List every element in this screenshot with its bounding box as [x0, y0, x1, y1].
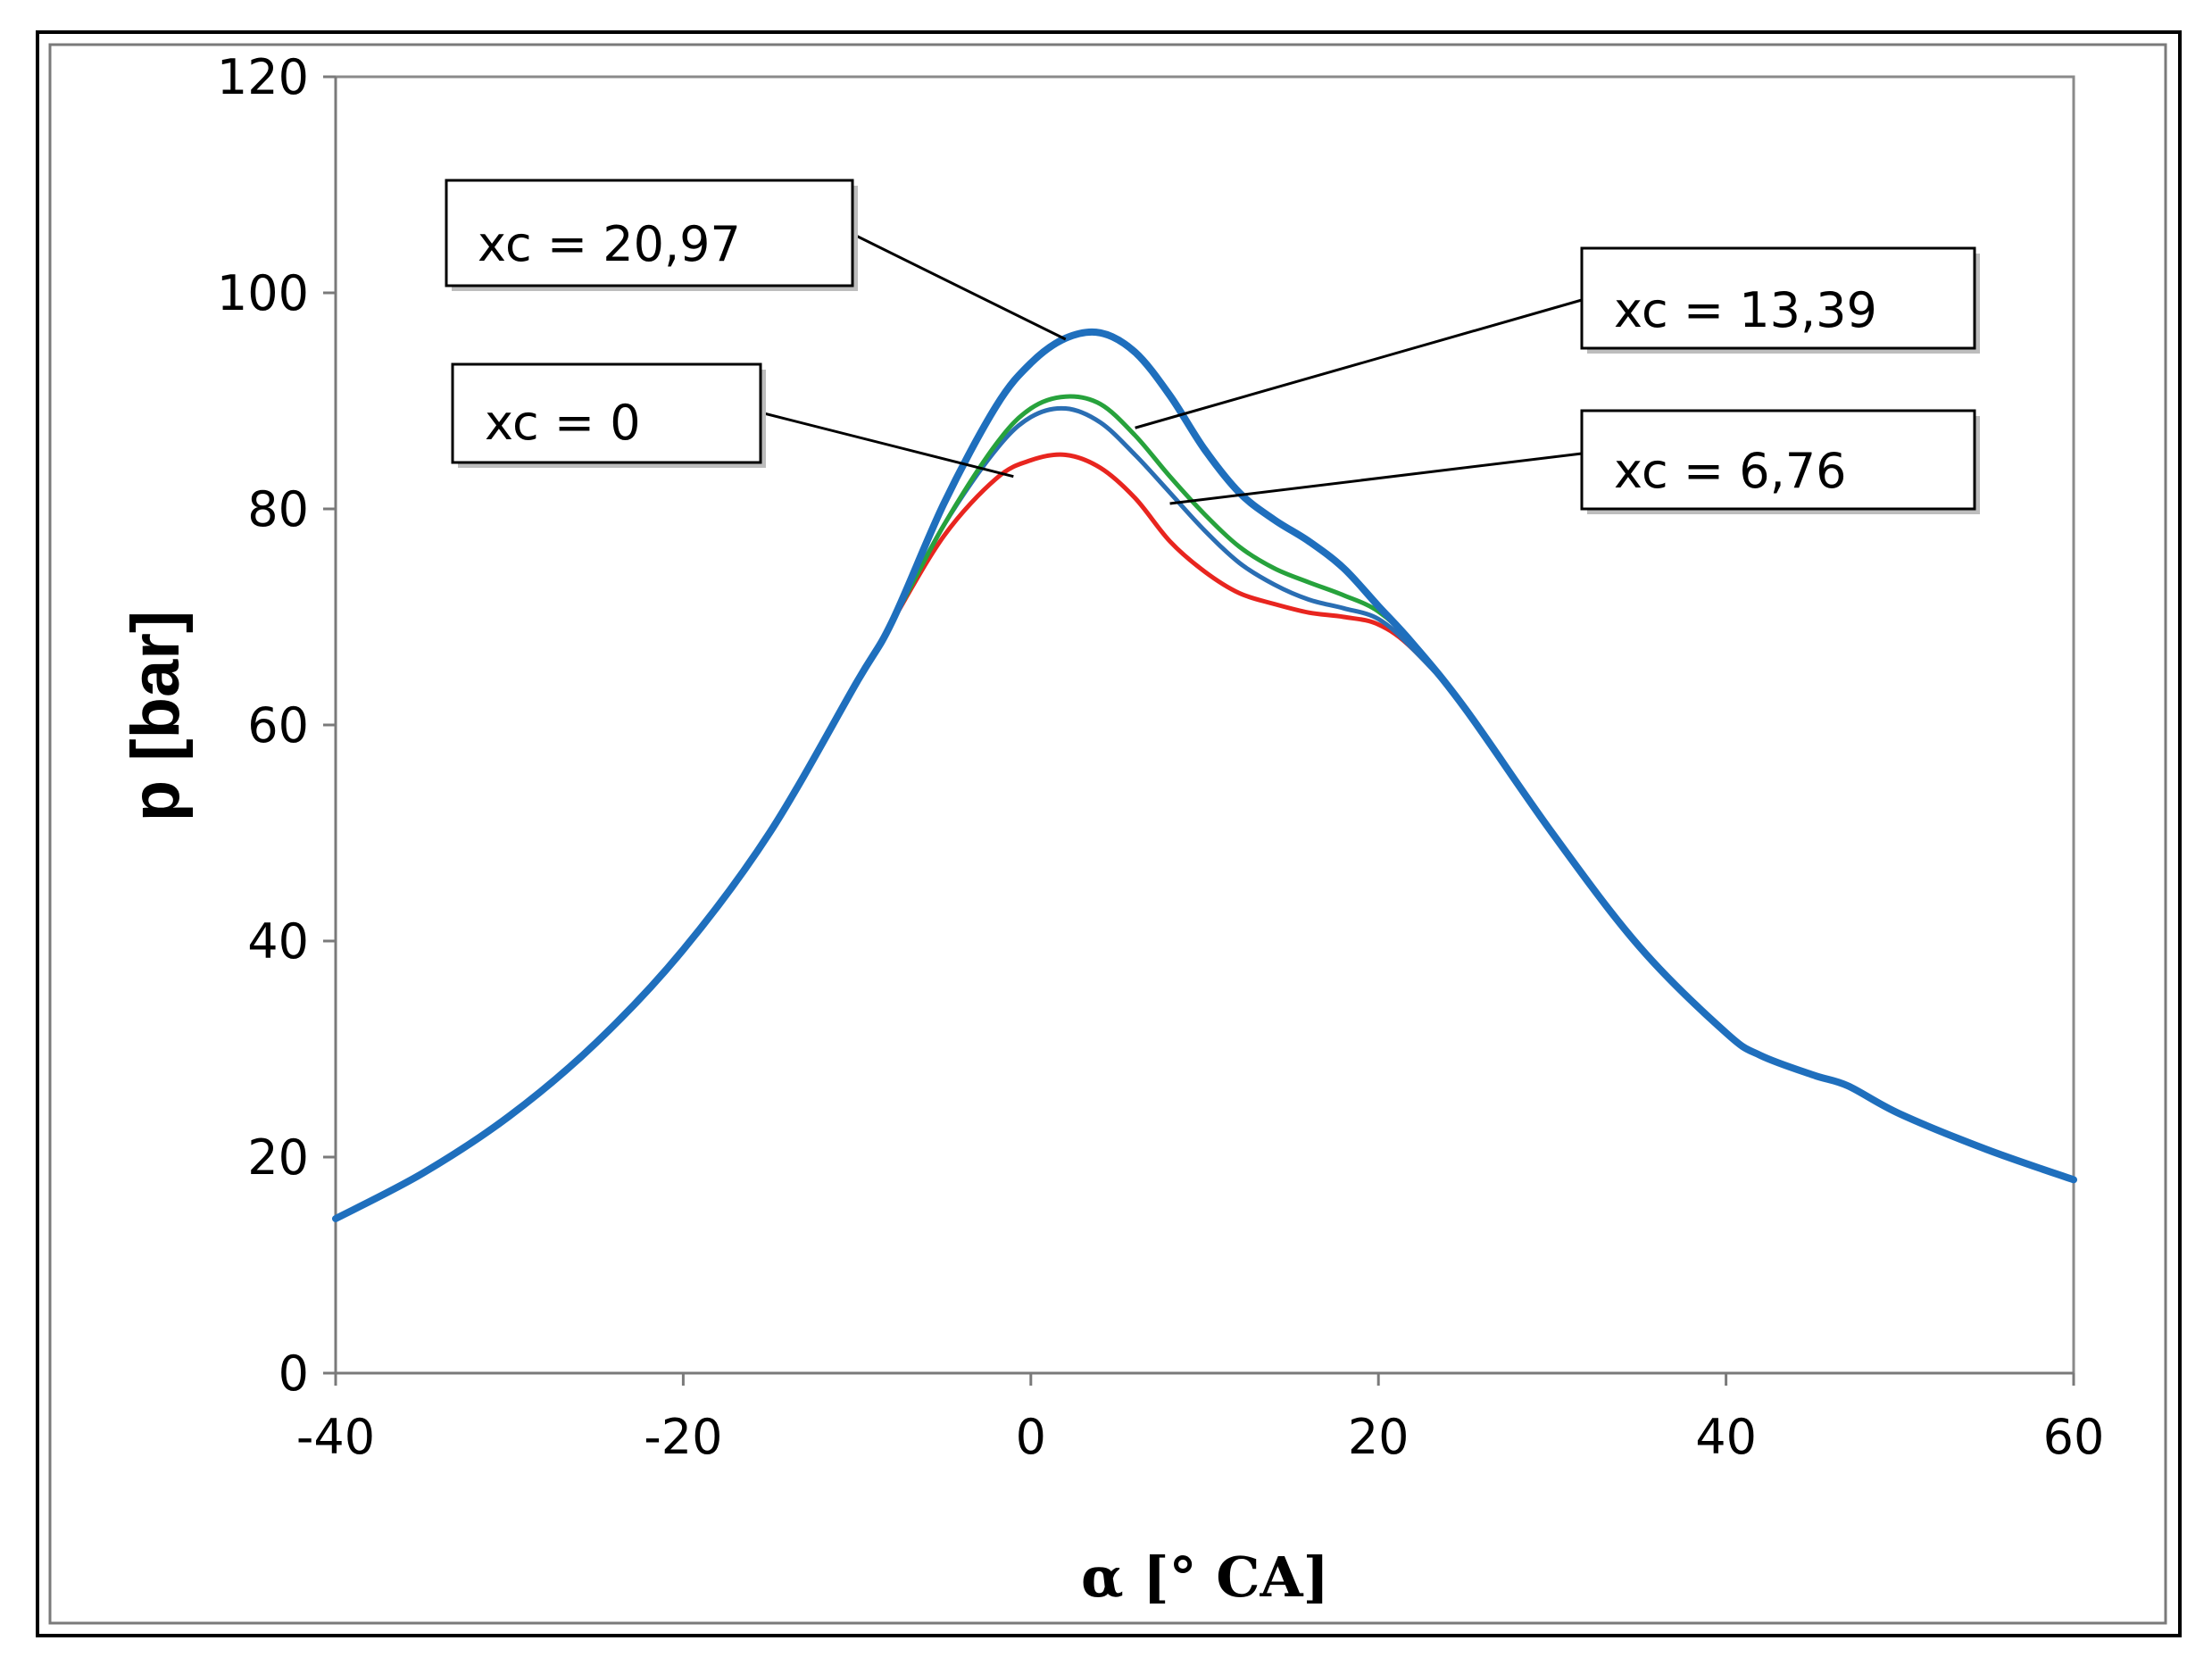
annotation-box [1580, 246, 1976, 350]
y-tick-label: 80 [247, 481, 309, 537]
annotation-leader-line [852, 232, 1067, 341]
annotation-label: xc = 13,39 [1614, 282, 1877, 338]
inner-frame [48, 43, 2167, 1625]
x-tick-label: -40 [296, 1409, 375, 1465]
x-axis-title: α [° CA] [1081, 1545, 1329, 1610]
annotation-box [1580, 409, 1976, 511]
annotation-callout: xc = 6,76 [1169, 409, 1980, 514]
y-axis-title: p [bar] [118, 611, 194, 821]
annotation-label: xc = 0 [485, 395, 641, 451]
y-tick-label: 20 [247, 1129, 309, 1186]
x-axis-ticks: -40 -20 0 20 40 60 [296, 1373, 2104, 1465]
annotation-layer: xc = 20,97 xc = 13,39 xc = 0 xc = 6,76 [445, 179, 1980, 514]
annotation-label: xc = 20,97 [478, 216, 741, 272]
annotation-callout: xc = 13,39 [1135, 246, 1980, 429]
annotation-box [451, 362, 762, 464]
annotation-callout: xc = 20,97 [445, 179, 1067, 341]
x-tick-label: -20 [644, 1409, 722, 1465]
x-tick-label: 40 [1695, 1409, 1757, 1465]
x-tick-label: 20 [1348, 1409, 1410, 1465]
y-tick-label: 40 [247, 913, 309, 970]
annotation-leader-line [760, 411, 1014, 479]
y-axis-ticks: 0 20 40 60 80 100 120 [217, 49, 336, 1402]
series-layer [332, 328, 2077, 1222]
y-tick-label: 100 [217, 265, 309, 321]
series-line-xc-20-97 [332, 328, 2077, 1222]
annotation-leader-line [1169, 452, 1583, 505]
x-tick-label: 60 [2043, 1409, 2105, 1465]
y-tick-label: 120 [217, 49, 309, 105]
annotation-label: xc = 6,76 [1614, 443, 1847, 499]
y-tick-label: 0 [279, 1345, 309, 1402]
y-tick-label: 60 [247, 697, 309, 754]
annotation-box [445, 179, 854, 287]
annotation-leader-line [1135, 298, 1583, 429]
annotation-callout: xc = 0 [451, 362, 1014, 479]
x-tick-label: 0 [1016, 1409, 1046, 1465]
